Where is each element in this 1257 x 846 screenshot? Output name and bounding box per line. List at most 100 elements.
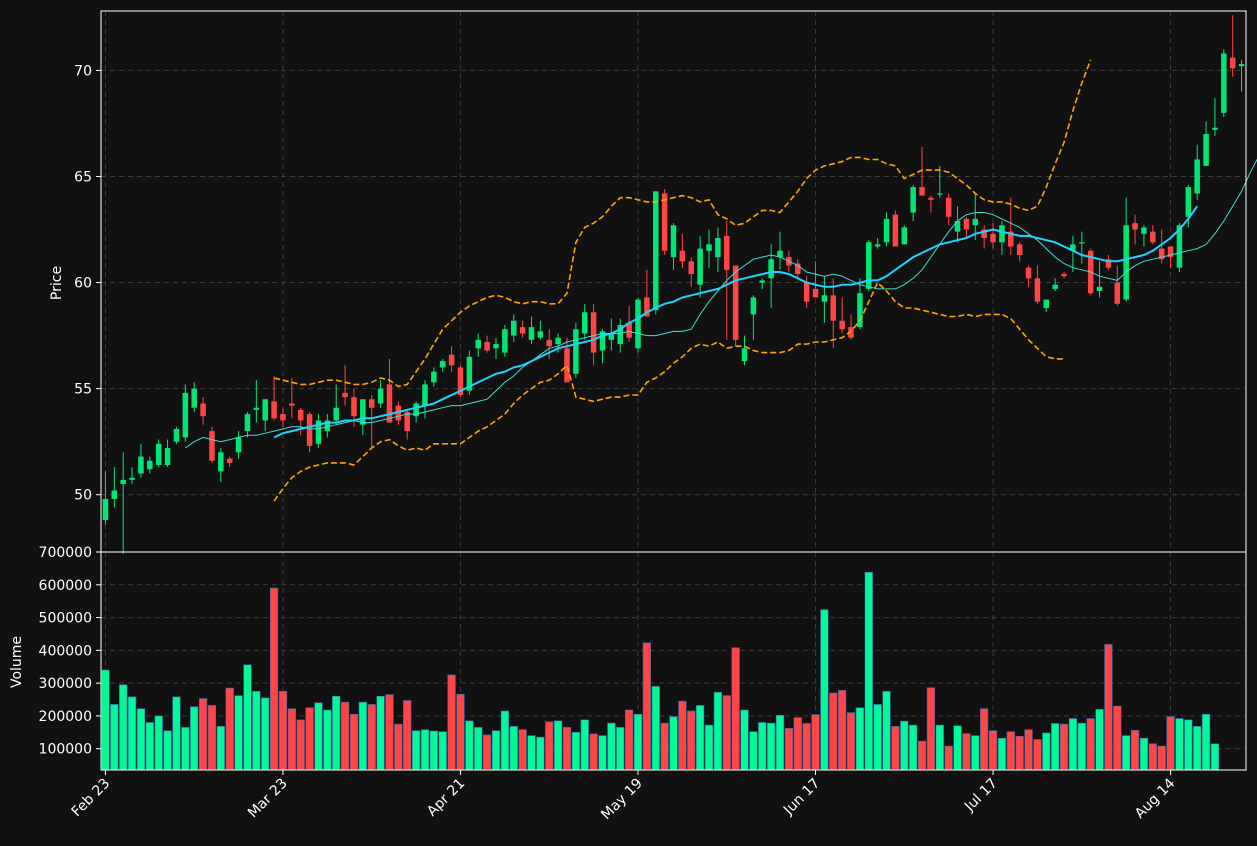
volume-bar — [775, 714, 785, 771]
volume-bar — [296, 719, 305, 771]
candle-body — [289, 403, 295, 406]
price-tick-label: 60 — [74, 276, 92, 292]
volume-bar — [447, 674, 456, 771]
candle-body — [519, 327, 526, 334]
candle — [404, 409, 410, 440]
candle-body — [111, 490, 118, 499]
volume-tick-label: 400000 — [39, 643, 92, 659]
volume-bar — [305, 707, 314, 771]
volume-bar — [181, 727, 190, 771]
candle — [1132, 214, 1138, 245]
candle — [147, 456, 153, 474]
candle — [360, 399, 366, 436]
candle — [1176, 223, 1183, 272]
candle — [732, 265, 739, 347]
volume-bar — [110, 704, 119, 771]
volume-bar — [811, 714, 820, 771]
volume-bar — [820, 609, 829, 771]
volume-bar — [163, 730, 172, 771]
candle-body — [297, 409, 304, 421]
candle — [759, 278, 766, 289]
candle — [688, 257, 695, 287]
volume-bar — [527, 735, 536, 771]
volume-bar — [758, 722, 767, 771]
candle-body — [795, 263, 801, 275]
volume-bar — [429, 730, 438, 771]
candle-body — [1008, 231, 1014, 247]
volume-bar — [1175, 718, 1184, 771]
candle — [963, 216, 970, 239]
candle-body — [484, 341, 490, 351]
candle-body — [617, 324, 623, 345]
candle — [182, 384, 189, 442]
volume-bar — [1042, 732, 1051, 771]
candle — [1061, 271, 1067, 279]
volume-bar — [456, 693, 465, 771]
volume-bar — [403, 700, 412, 771]
candle-body — [706, 244, 712, 251]
candle — [750, 295, 757, 340]
candle — [324, 414, 331, 438]
volume-bar — [243, 664, 252, 771]
candle-body — [510, 320, 517, 336]
volume-bar — [349, 713, 359, 771]
candle-body — [280, 414, 286, 421]
candle-body — [866, 242, 872, 289]
candle — [990, 223, 996, 249]
volume-bar — [252, 691, 261, 771]
candle — [209, 426, 215, 463]
volume-bar — [829, 692, 838, 771]
candle — [839, 297, 845, 334]
volume-bar — [482, 734, 492, 771]
candle — [1203, 121, 1209, 166]
candle-body — [475, 339, 481, 349]
candle-body — [928, 197, 934, 200]
candle-body — [182, 392, 189, 438]
candle — [218, 448, 224, 482]
volume-bar — [491, 730, 501, 771]
candle — [1070, 235, 1076, 272]
candle-body — [990, 233, 996, 243]
candle — [475, 333, 481, 357]
candle-body — [679, 250, 686, 262]
volume-bar — [234, 695, 243, 771]
candle-body — [670, 225, 677, 258]
volume-bar — [465, 720, 474, 771]
candle-body — [581, 312, 588, 334]
candle — [537, 320, 544, 340]
volume-bar — [332, 695, 341, 771]
candle-body — [901, 227, 908, 245]
candle-body — [235, 437, 242, 453]
volume-bar — [1210, 743, 1220, 771]
volume-bar — [944, 745, 953, 771]
candle — [235, 431, 242, 459]
volume-bar — [607, 722, 616, 771]
volume-axis-label: Volume — [9, 636, 25, 688]
volume-bar — [740, 709, 749, 771]
candle-body — [191, 388, 197, 408]
volume-bar — [1157, 745, 1166, 771]
volume-bar — [1059, 723, 1069, 771]
volume-bar — [616, 727, 625, 771]
candle — [386, 358, 393, 423]
candle-body — [874, 244, 881, 247]
indicator-lines — [185, 59, 1257, 502]
candle-body — [1141, 227, 1147, 234]
candle — [972, 193, 979, 241]
candle-body — [839, 320, 845, 330]
candle-body — [226, 458, 233, 463]
candle — [848, 314, 854, 340]
candle — [502, 324, 508, 357]
axes — [96, 10, 1247, 775]
candle-body — [1123, 225, 1129, 300]
volume-bar — [367, 704, 376, 771]
candle — [484, 335, 490, 353]
candle-body — [466, 356, 473, 391]
candle — [262, 399, 268, 432]
volume-bar — [1077, 722, 1086, 771]
candle — [155, 439, 162, 468]
candle — [253, 380, 260, 423]
candle — [652, 191, 659, 315]
candle-body — [697, 248, 703, 285]
